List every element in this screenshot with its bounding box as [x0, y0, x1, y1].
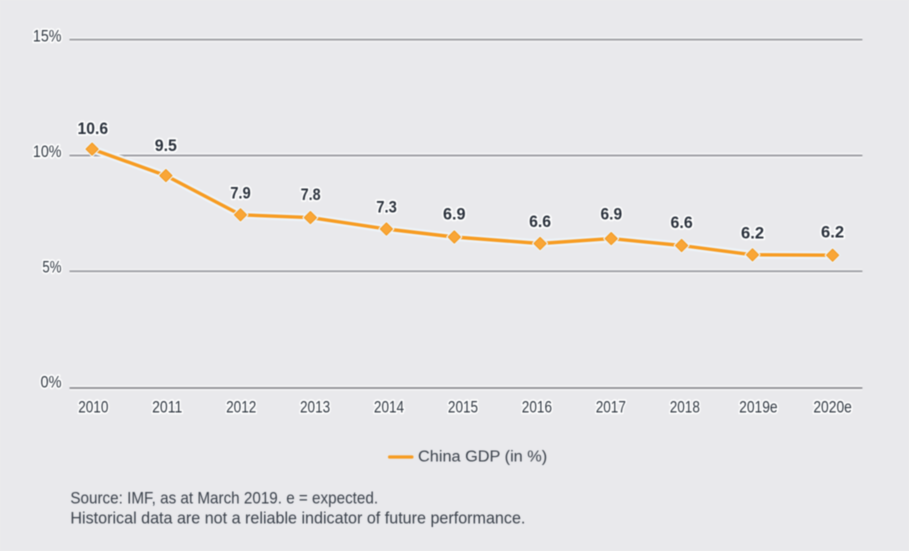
svg-text:6.9: 6.9	[601, 204, 623, 223]
svg-text:10.6: 10.6	[78, 119, 109, 138]
svg-text:7.8: 7.8	[301, 185, 321, 204]
svg-text:6.9: 6.9	[443, 205, 466, 224]
svg-text:2019e: 2019e	[739, 398, 778, 416]
svg-text:6.6: 6.6	[671, 213, 693, 232]
svg-text:Source: IMF, as at March 2019.: Source: IMF, as at March 2019. e = expec…	[70, 489, 378, 507]
svg-text:2020e: 2020e	[813, 398, 852, 416]
svg-text:China GDP (in %): China GDP (in %)	[418, 448, 547, 465]
svg-text:6.2: 6.2	[821, 223, 844, 242]
svg-text:2011: 2011	[152, 398, 182, 416]
svg-text:6.2: 6.2	[741, 223, 764, 242]
svg-text:6.6: 6.6	[529, 212, 551, 231]
svg-text:2018: 2018	[670, 398, 700, 416]
svg-text:5%: 5%	[42, 259, 61, 277]
svg-text:7.9: 7.9	[230, 184, 251, 203]
svg-text:2013: 2013	[300, 398, 330, 416]
svg-text:10%: 10%	[33, 143, 62, 161]
svg-text:2016: 2016	[522, 398, 552, 416]
svg-text:Historical data are not a reli: Historical data are not a reliable indic…	[70, 510, 525, 528]
svg-text:9.5: 9.5	[155, 136, 177, 155]
svg-text:7.3: 7.3	[376, 198, 397, 217]
svg-text:15%: 15%	[33, 27, 62, 45]
svg-text:2015: 2015	[448, 398, 478, 416]
svg-text:0%: 0%	[41, 374, 62, 392]
svg-text:2010: 2010	[78, 398, 108, 416]
svg-text:2017: 2017	[596, 398, 626, 416]
svg-text:2014: 2014	[374, 398, 404, 416]
svg-text:2012: 2012	[226, 398, 256, 416]
